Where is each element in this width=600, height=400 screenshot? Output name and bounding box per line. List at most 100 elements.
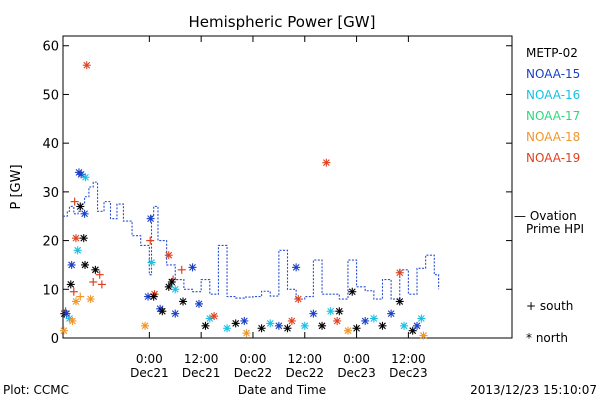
- x-tick-time-label: 0:00: [239, 352, 266, 366]
- point-noaa-15: [62, 309, 71, 318]
- point-noaa-16: [81, 173, 90, 182]
- x-axis-ticks: 0:00Dec2112:00Dec210:00Dec2212:00Dec220:…: [130, 36, 428, 380]
- y-axis-ticks: 0 10 20 30 40 50 60: [42, 40, 512, 347]
- point-metp-02: [335, 307, 344, 316]
- point-noaa-19: [164, 251, 173, 260]
- legend-item-noaa-19: NOAA-19: [526, 151, 580, 165]
- x-tick-time-label: 0:00: [343, 352, 370, 366]
- point-noaa-19: [322, 158, 331, 167]
- point-noaa-15: [240, 316, 249, 325]
- y-tick-label: 10: [42, 283, 59, 298]
- footer-timestamp: 2013/12/23 15:10:07: [470, 383, 597, 397]
- point-metp-02: [91, 265, 100, 274]
- chart-title: Hemispheric Power [GW]: [189, 13, 376, 31]
- point-noaa-19: [146, 236, 155, 245]
- legend: METP-02 NOAA-15 NOAA-16 NOAA-17 NOAA-18 NOAA-…: [526, 46, 580, 345]
- point-metp-02: [283, 324, 292, 333]
- y-tick-label: 60: [42, 40, 59, 55]
- point-noaa-15: [387, 309, 396, 318]
- point-noaa-16: [171, 285, 180, 294]
- y-tick-label: 30: [42, 186, 59, 201]
- legend-item-noaa-15: NOAA-15: [526, 67, 580, 81]
- point-noaa-19: [395, 268, 404, 277]
- point-metp-02: [318, 321, 327, 330]
- point-noaa-18: [242, 329, 251, 338]
- marker-legend-south: + south: [526, 299, 573, 313]
- y-tick-label: 50: [42, 88, 59, 103]
- x-tick-date-label: Dec22: [286, 366, 325, 380]
- point-metp-02: [201, 321, 210, 330]
- point-noaa-16: [369, 314, 378, 323]
- x-tick-date-label: Dec23: [389, 366, 428, 380]
- point-noaa-16: [300, 321, 309, 330]
- point-noaa-16: [223, 324, 232, 333]
- point-noaa-18: [86, 295, 95, 304]
- point-noaa-18: [59, 326, 68, 335]
- legend-item-noaa-16: NOAA-16: [526, 88, 580, 102]
- point-metp-02: [378, 321, 387, 330]
- x-tick-time-label: 12:00: [391, 352, 426, 366]
- point-metp-02: [257, 324, 266, 333]
- point-noaa-15: [309, 309, 318, 318]
- point-noaa-16: [266, 319, 275, 328]
- point-metp-02: [352, 324, 361, 333]
- point-noaa-16: [73, 246, 82, 255]
- point-noaa-18: [68, 316, 77, 325]
- x-tick-date-label: Dec23: [337, 366, 376, 380]
- point-metp-02: [231, 319, 240, 328]
- x-axis-label: Date and Time: [238, 383, 326, 397]
- marker-legend-north: * north: [526, 331, 568, 345]
- point-noaa-18: [419, 331, 428, 340]
- point-noaa-19: [95, 270, 104, 279]
- point-noaa-16: [400, 321, 409, 330]
- legend-item-noaa-17: NOAA-17: [526, 109, 580, 123]
- point-noaa-18: [343, 326, 352, 335]
- point-noaa-15: [194, 299, 203, 308]
- x-tick-date-label: Dec21: [130, 366, 169, 380]
- point-metp-02: [81, 260, 90, 269]
- point-noaa-15: [274, 321, 283, 330]
- x-tick-time-label: 12:00: [287, 352, 322, 366]
- point-metp-02: [149, 292, 158, 301]
- point-metp-02: [348, 287, 357, 296]
- ovation-step-path: [63, 181, 440, 300]
- point-noaa-19: [97, 280, 106, 289]
- x-tick-time-label: 12:00: [184, 352, 219, 366]
- point-noaa-15: [67, 260, 76, 269]
- point-noaa-16: [417, 314, 426, 323]
- point-noaa-18: [141, 321, 150, 330]
- point-noaa-16: [147, 258, 156, 267]
- point-noaa-19: [210, 312, 219, 321]
- point-noaa-18: [76, 292, 85, 301]
- point-noaa-19: [70, 197, 79, 206]
- point-noaa-15: [171, 309, 180, 318]
- point-metp-02: [408, 326, 417, 335]
- point-noaa-15: [80, 209, 89, 218]
- point-noaa-19: [294, 295, 303, 304]
- point-noaa-15: [361, 316, 370, 325]
- x-tick-time-label: 0:00: [136, 352, 163, 366]
- plot-frame: [62, 35, 513, 339]
- point-noaa-16: [326, 307, 335, 316]
- y-tick-label: 20: [42, 235, 59, 250]
- point-noaa-19: [89, 277, 98, 286]
- point-noaa-19: [71, 234, 80, 243]
- point-noaa-15: [146, 214, 155, 223]
- ovation-prime-hpi-line: [63, 181, 440, 300]
- point-noaa-19: [82, 61, 91, 70]
- point-metp-02: [76, 202, 85, 211]
- point-noaa-15: [292, 263, 301, 272]
- point-metp-02: [395, 297, 404, 306]
- point-metp-02: [79, 234, 88, 243]
- point-metp-02: [164, 282, 173, 291]
- y-tick-label: 0: [51, 332, 59, 347]
- x-tick-date-label: Dec22: [234, 366, 273, 380]
- point-noaa-18: [71, 297, 80, 306]
- point-noaa-19: [333, 316, 342, 325]
- point-noaa-19: [287, 316, 296, 325]
- point-noaa-15: [413, 321, 422, 330]
- legend-item-metp-02: METP-02: [526, 46, 578, 60]
- point-metp-02: [167, 277, 176, 286]
- footer-plot-credit: Plot: CCMC: [3, 383, 69, 397]
